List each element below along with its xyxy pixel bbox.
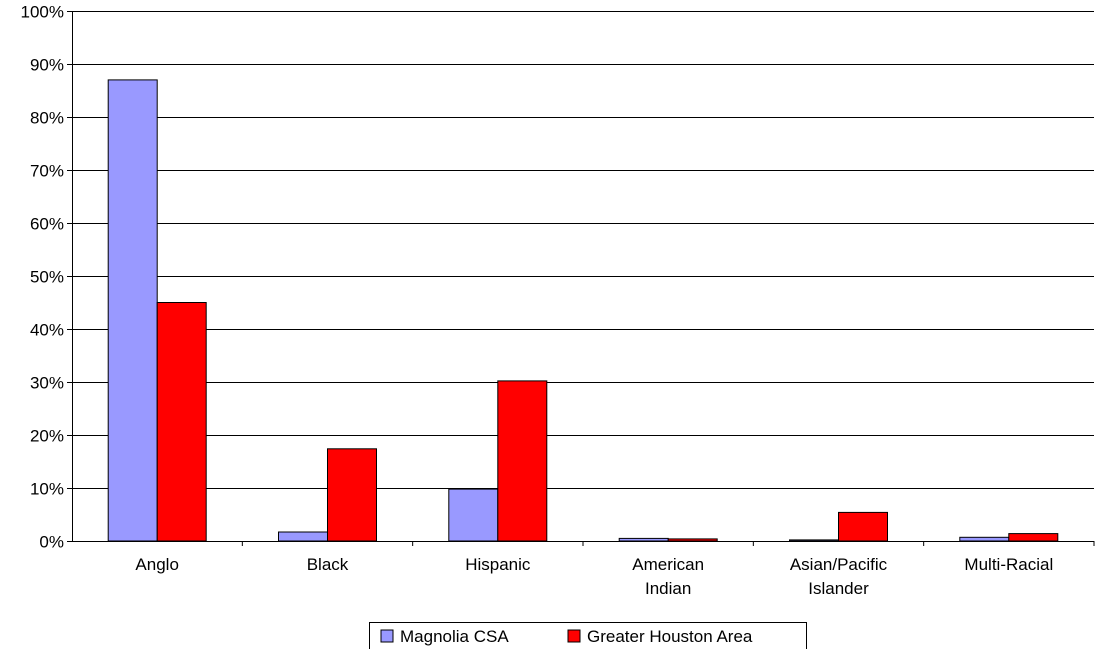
bar-magnolia-1 (278, 531, 328, 542)
category-label: Hispanic (465, 555, 531, 574)
legend-label-1: Greater Houston Area (587, 627, 753, 646)
bar-houston-5 (1008, 533, 1059, 542)
y-tick-label: 100% (21, 3, 64, 22)
bar-houston-0 (156, 302, 207, 542)
legend-box (369, 622, 807, 649)
category-label-line: Anglo (135, 555, 178, 574)
category-label-line: Hispanic (465, 555, 531, 574)
category-label: Anglo (135, 555, 178, 574)
legend-label-0: Magnolia CSA (400, 627, 509, 646)
bar-houston-4 (838, 511, 888, 542)
y-tick-label: 20% (30, 427, 64, 446)
bars (107, 79, 1059, 542)
y-tick-label: 70% (30, 162, 64, 181)
legend-swatch-1 (567, 629, 581, 643)
category-label: Asian/Pacific Islander (790, 555, 888, 598)
y-tick-label: 90% (30, 56, 64, 75)
bar-magnolia-4 (789, 539, 839, 542)
category-label-line: Asian/Pacific (790, 555, 888, 574)
category-label: Black (307, 555, 349, 574)
y-tick-label: 40% (30, 321, 64, 340)
legend: Magnolia CSA Greater Houston Area (369, 622, 807, 649)
category-label: Multi-Racial (964, 555, 1053, 574)
bar-houston-1 (327, 448, 377, 542)
bar-magnolia-3 (618, 537, 669, 542)
bar-magnolia-2 (448, 488, 499, 542)
category-label-line: American (632, 555, 704, 574)
bar-houston-3 (667, 538, 718, 542)
category-label: American Indian (632, 555, 704, 598)
y-tick-labels: 0% 10% 20% 30% 40% 50% 60% 70% 80% 90% 100% (21, 3, 64, 552)
axes (67, 11, 1095, 546)
legend-swatch-0 (380, 629, 394, 643)
category-labels: Anglo Black Hispanic American Indian Asian/Pa… (135, 555, 1053, 598)
category-label-line: Islander (808, 579, 869, 598)
bar-houston-2 (497, 380, 548, 542)
y-tick-label: 80% (30, 109, 64, 128)
bar-magnolia-5 (959, 536, 1010, 542)
y-tick-label: 0% (39, 533, 64, 552)
y-tick-label: 10% (30, 480, 64, 499)
category-label-line: Indian (645, 579, 691, 598)
category-label-line: Black (307, 555, 349, 574)
gridlines (72, 11, 1094, 489)
y-tick-label: 30% (30, 374, 64, 393)
category-label-line: Multi-Racial (964, 555, 1053, 574)
bar-magnolia-0 (107, 79, 158, 542)
y-tick-label: 50% (30, 268, 64, 287)
y-tick-label: 60% (30, 215, 64, 234)
